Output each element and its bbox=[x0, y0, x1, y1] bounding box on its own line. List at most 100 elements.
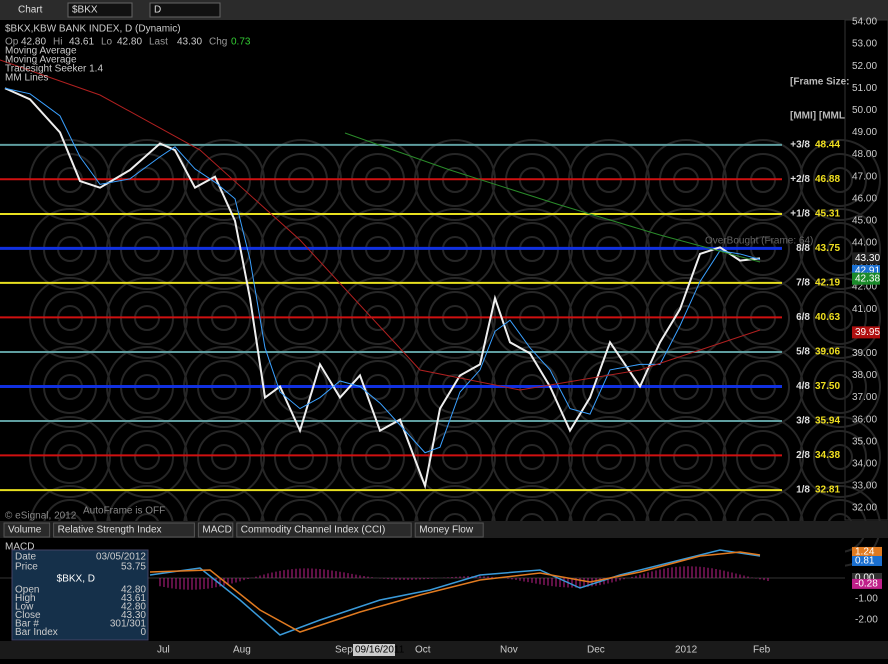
quote-value: 43.61 bbox=[69, 37, 94, 48]
mm-label: 2/8 bbox=[796, 450, 810, 461]
time-tick: 09/16/2011 bbox=[355, 645, 405, 656]
mm-value: 37.50 bbox=[815, 381, 840, 392]
copyright: © eSignal, 2012 bbox=[5, 511, 77, 522]
ring bbox=[106, 416, 188, 498]
time-tick: Aug bbox=[233, 645, 251, 656]
symbol-box[interactable] bbox=[67, 2, 133, 18]
ring bbox=[365, 444, 391, 470]
ring bbox=[274, 430, 328, 484]
ring bbox=[799, 346, 881, 428]
macd-badge-label: -0.28 bbox=[855, 579, 878, 590]
mm-label: +1/8 bbox=[790, 209, 810, 220]
ring bbox=[827, 374, 853, 400]
time-tick: Oct bbox=[415, 645, 431, 656]
ring bbox=[813, 153, 867, 207]
tab-label[interactable]: MACD bbox=[202, 525, 231, 536]
ring bbox=[827, 444, 853, 470]
ring bbox=[722, 416, 804, 498]
tab[interactable] bbox=[236, 522, 412, 538]
time-tick: Nov bbox=[500, 645, 518, 656]
ring bbox=[519, 444, 545, 470]
tab-label[interactable]: Commodity Channel Index (CCI) bbox=[241, 525, 385, 536]
dw-key: Close bbox=[15, 610, 41, 621]
dw-value: 42.80 bbox=[121, 585, 146, 596]
interval-box[interactable] bbox=[149, 2, 221, 18]
dw-value: 43.61 bbox=[121, 593, 146, 604]
dw-key: Low bbox=[15, 602, 34, 613]
price-tick: 44.00 bbox=[852, 238, 877, 249]
tab[interactable] bbox=[197, 522, 234, 538]
price-badge bbox=[852, 252, 880, 265]
mm-value: 43.75 bbox=[815, 243, 840, 254]
study-label: Moving Average bbox=[5, 55, 77, 66]
dw-value: 53.75 bbox=[121, 562, 146, 573]
mm-label: 5/8 bbox=[796, 347, 810, 358]
price-badge-label: 42.38 bbox=[855, 273, 880, 284]
tab[interactable] bbox=[414, 522, 484, 538]
price-tick: 46.00 bbox=[852, 193, 877, 204]
ring bbox=[813, 222, 867, 276]
quote-label: Lo bbox=[101, 37, 113, 48]
ring bbox=[827, 167, 853, 193]
price-tick: 53.00 bbox=[852, 39, 877, 50]
symbol[interactable]: $BKX bbox=[72, 5, 98, 16]
study-label: Moving Average bbox=[5, 46, 77, 57]
price-tick: 38.00 bbox=[852, 370, 877, 381]
macd-tick: -2.00 bbox=[855, 615, 878, 626]
autoframe: AutoFrame is OFF bbox=[83, 506, 165, 517]
ring bbox=[827, 236, 853, 262]
cursor-date-box bbox=[353, 644, 395, 656]
ring bbox=[799, 139, 881, 221]
mm-value: 40.63 bbox=[815, 312, 840, 323]
ring bbox=[736, 430, 790, 484]
ring bbox=[505, 430, 559, 484]
signal-line bbox=[149, 551, 761, 633]
macd-badge-label: 0.81 bbox=[855, 556, 875, 567]
ring bbox=[827, 305, 853, 331]
dw-value: 301/301 bbox=[110, 619, 147, 630]
quote-label: Op bbox=[5, 37, 19, 48]
price-tick: 48.00 bbox=[852, 149, 877, 160]
price-tick: 37.00 bbox=[852, 392, 877, 403]
mm-value: 42.19 bbox=[815, 278, 840, 289]
price-tick: 49.00 bbox=[852, 127, 877, 138]
window-title: Chart bbox=[18, 5, 43, 16]
time-tick: Dec bbox=[587, 645, 605, 656]
study-label: Tradesight Seeker 1.4 bbox=[5, 64, 103, 75]
price-tick: 39.00 bbox=[852, 348, 877, 359]
mm-value: 34.38 bbox=[815, 450, 840, 461]
tab-label[interactable]: Volume bbox=[8, 525, 42, 536]
mm-label: 3/8 bbox=[796, 416, 810, 427]
interval[interactable]: D bbox=[154, 5, 161, 16]
ring bbox=[183, 416, 265, 498]
ring bbox=[750, 444, 776, 470]
ring bbox=[211, 444, 237, 470]
dw-value: 0 bbox=[140, 627, 146, 638]
ring bbox=[29, 416, 111, 498]
data-window bbox=[11, 549, 149, 641]
dw-symbol: $BKX, D bbox=[57, 574, 95, 585]
study-label: MM Lines bbox=[5, 73, 48, 84]
ring bbox=[673, 444, 699, 470]
mm-label: 4/8 bbox=[796, 381, 810, 392]
ring bbox=[813, 360, 867, 414]
dw-key: Price bbox=[15, 562, 38, 573]
tab-label[interactable]: Money Flow bbox=[419, 525, 474, 536]
dw-key: High bbox=[15, 593, 36, 604]
tab-label[interactable]: Relative Strength Index bbox=[58, 525, 162, 536]
dw-key: Open bbox=[15, 585, 39, 596]
ring bbox=[813, 430, 867, 484]
time-tick: 2012 bbox=[675, 645, 698, 656]
dw-value: 42.80 bbox=[121, 602, 146, 613]
price-tick: 35.00 bbox=[852, 436, 877, 447]
tab[interactable] bbox=[3, 522, 51, 538]
frame-size: [Frame Size: bbox=[790, 77, 849, 88]
quote-value: 43.30 bbox=[177, 37, 202, 48]
tab[interactable] bbox=[53, 522, 195, 538]
quote-value: 0.73 bbox=[231, 37, 251, 48]
quote-label: Chg bbox=[209, 37, 227, 48]
macd-badge bbox=[852, 555, 882, 566]
mm-label: 7/8 bbox=[796, 278, 810, 289]
ring bbox=[799, 416, 881, 498]
ring bbox=[582, 430, 636, 484]
